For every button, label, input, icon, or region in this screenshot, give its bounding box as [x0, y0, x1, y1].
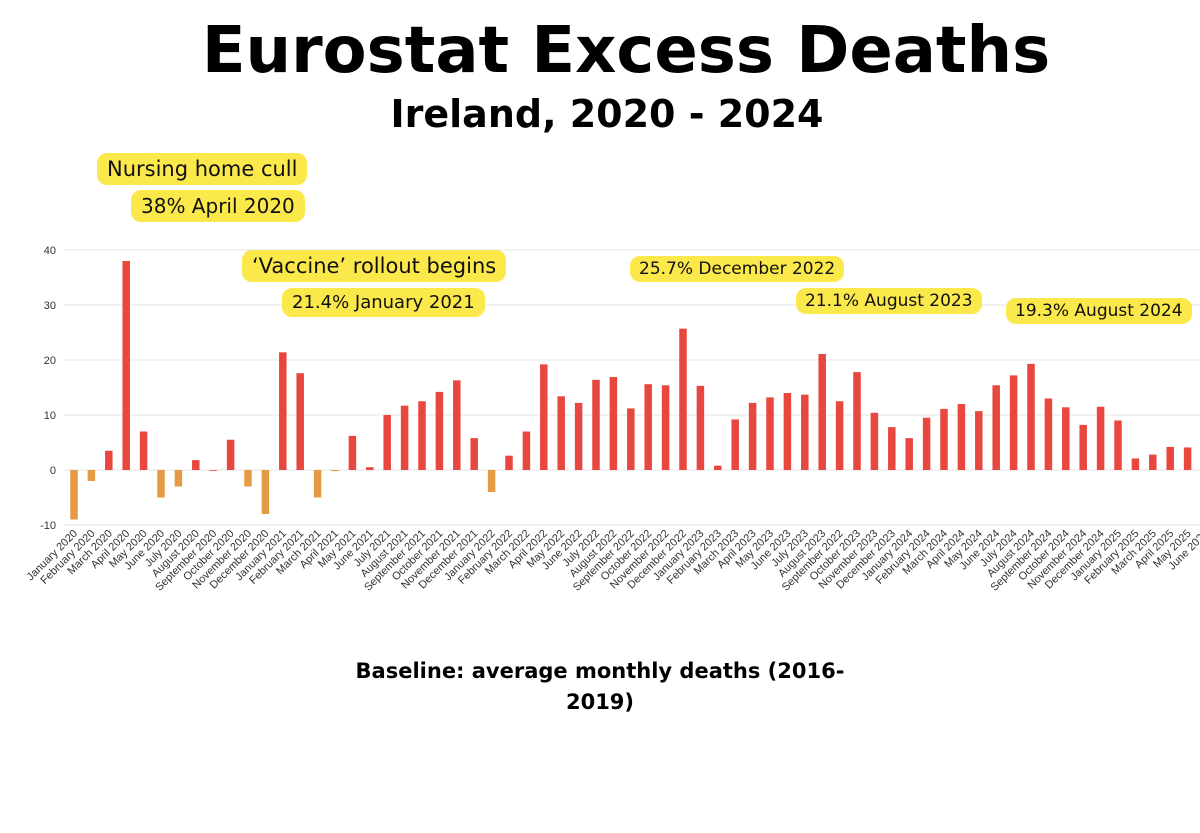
- bar: [783, 393, 792, 470]
- bar: [400, 405, 409, 470]
- bar: [1183, 447, 1192, 470]
- bar: [435, 391, 444, 470]
- bar: [853, 372, 861, 470]
- bar: [470, 438, 478, 470]
- bar: [1079, 424, 1087, 470]
- bar: [366, 467, 374, 470]
- bar: [174, 470, 183, 487]
- bar: [1114, 420, 1122, 470]
- baseline-note: Baseline: average monthly deaths (2016-2…: [355, 659, 845, 714]
- y-tick-label: 20: [44, 355, 56, 367]
- bar: [418, 401, 426, 470]
- y-tick-label: 10: [44, 410, 56, 422]
- bar: [192, 460, 200, 470]
- bar: [609, 377, 618, 470]
- bar: [522, 431, 531, 470]
- bar: [296, 373, 304, 470]
- bar: [940, 408, 948, 470]
- bar: [818, 353, 826, 470]
- bar: [557, 396, 565, 470]
- bar: [313, 470, 322, 498]
- bar: [331, 470, 339, 472]
- bar: [905, 438, 913, 470]
- bar: [696, 385, 705, 470]
- bar: [1009, 375, 1018, 470]
- bar: [261, 470, 270, 514]
- bar: [957, 404, 966, 470]
- bar: [731, 419, 739, 470]
- bar: [139, 431, 148, 470]
- bar: [992, 385, 1000, 470]
- bar: [627, 408, 635, 470]
- y-tick-label: 40: [44, 245, 56, 257]
- bar: [975, 411, 983, 470]
- bar: [209, 470, 217, 471]
- y-axis-ticks: -10 0 10 20 30 40: [40, 245, 56, 532]
- bar: [453, 380, 461, 470]
- bar: [1149, 454, 1157, 470]
- chart-subtitle: Ireland, 2020 - 2024: [390, 92, 824, 136]
- bar: [1166, 446, 1174, 470]
- bar: [157, 470, 165, 498]
- bar: [1062, 407, 1070, 470]
- bar: [279, 352, 287, 470]
- bar: [348, 435, 357, 470]
- bar: [801, 394, 809, 470]
- bar: [714, 465, 722, 470]
- bar: [644, 384, 652, 470]
- bar: [922, 417, 931, 470]
- bar: [1131, 458, 1140, 470]
- bar: [105, 450, 113, 470]
- dec-2022-annotation: 25.7% December 2022: [630, 256, 845, 282]
- bar: [574, 402, 583, 470]
- chart-title: Eurostat Excess Deaths: [201, 14, 1051, 88]
- bar: [383, 415, 391, 470]
- bar: [487, 470, 496, 492]
- bar: [122, 261, 130, 470]
- nursing-home-annotation: Nursing home cull: [97, 153, 308, 185]
- aug-2024-annotation: 19.3% August 2024: [1006, 298, 1192, 324]
- bar: [1027, 363, 1035, 470]
- bars: [70, 261, 1192, 520]
- y-tick-label: 0: [50, 465, 56, 477]
- bar: [835, 401, 844, 470]
- vaccine-rollout-annotation: ‘Vaccine’ rollout begins: [242, 250, 507, 282]
- bar: [505, 455, 513, 470]
- bar: [888, 427, 896, 470]
- bar: [226, 439, 235, 470]
- bar: [661, 385, 670, 470]
- nursing-home-value-annotation: 38% April 2020: [131, 190, 305, 222]
- bar: [870, 412, 879, 470]
- bar: [679, 328, 687, 470]
- bar: [70, 470, 78, 520]
- vaccine-value-annotation: 21.4% January 2021: [282, 288, 485, 317]
- y-tick-label: 30: [44, 300, 56, 312]
- bar: [540, 364, 548, 470]
- bar: [748, 402, 757, 470]
- bar: [244, 470, 252, 487]
- bar: [766, 397, 774, 470]
- bar: [1044, 398, 1053, 470]
- bar: [87, 470, 96, 481]
- aug-2023-annotation: 21.1% August 2023: [796, 288, 982, 314]
- bar: [592, 379, 600, 470]
- bar: [1096, 406, 1105, 470]
- y-tick-label: -10: [40, 520, 56, 532]
